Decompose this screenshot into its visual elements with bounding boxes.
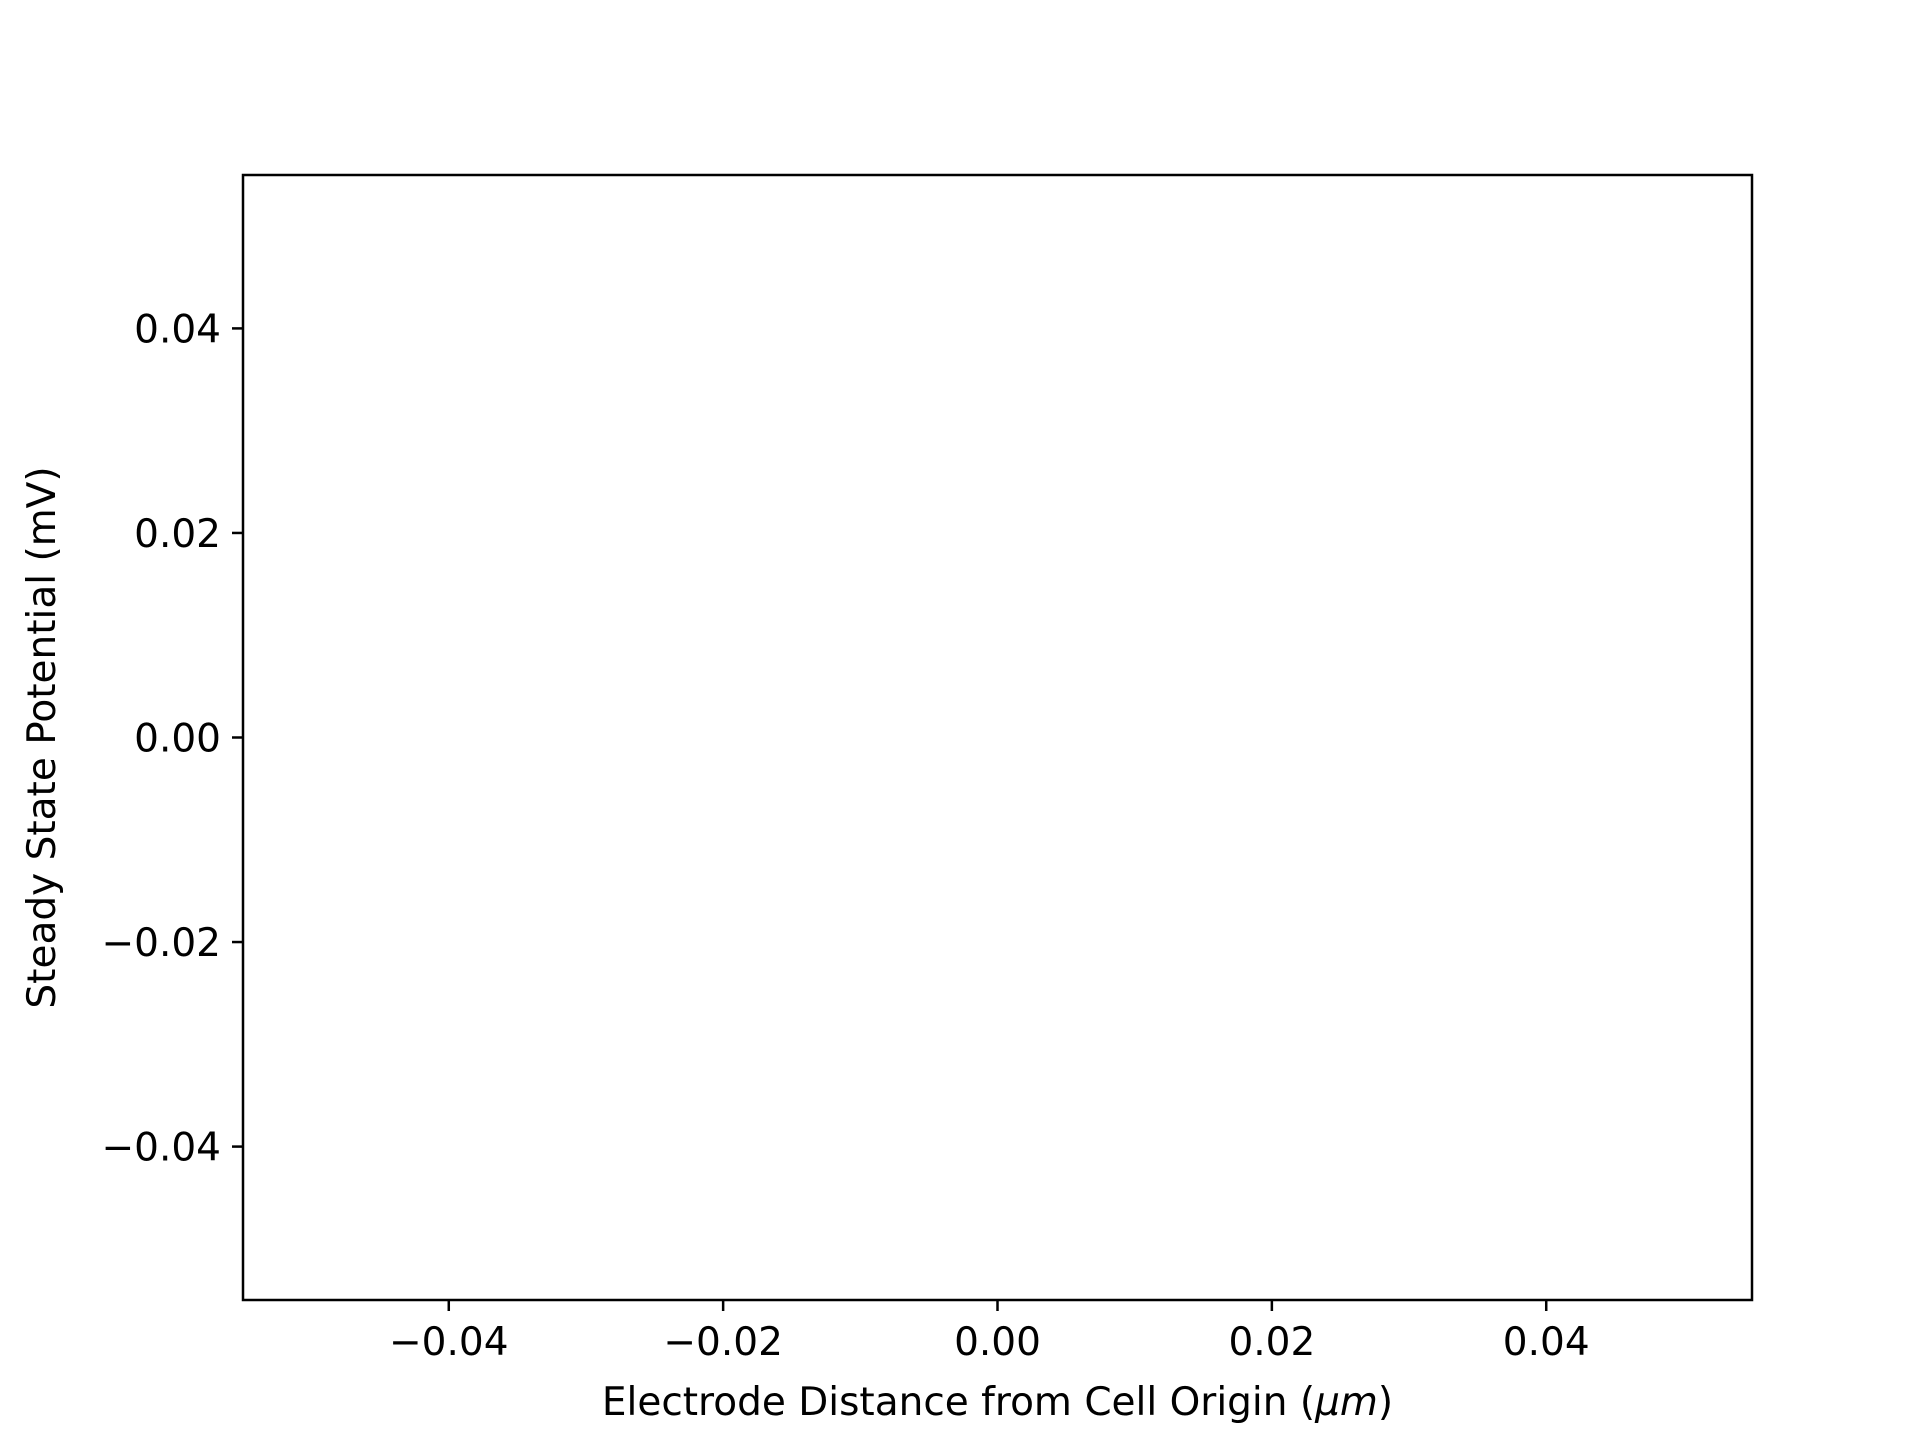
x-tick-label: −0.02 bbox=[663, 1320, 783, 1365]
y-axis: −0.04 −0.02 0.00 0.02 0.04 bbox=[101, 307, 243, 1171]
x-tick-label: −0.04 bbox=[389, 1320, 509, 1365]
x-tick-label: 0.04 bbox=[1503, 1320, 1590, 1365]
plot-area bbox=[241, 173, 1754, 1302]
axes-frame bbox=[241, 173, 1754, 1302]
x-axis-label-close: ) bbox=[1378, 1380, 1393, 1425]
y-tick-label: −0.02 bbox=[101, 921, 221, 966]
y-tick-label: −0.04 bbox=[101, 1126, 221, 1171]
y-tick-label: 0.04 bbox=[134, 307, 221, 352]
y-tick-label: 0.02 bbox=[134, 512, 221, 557]
y-tick-label: 0.00 bbox=[134, 717, 221, 762]
x-axis-label: Electrode Distance from Cell Origin (μm) bbox=[602, 1380, 1393, 1425]
y-axis-label: Steady State Potential (mV) bbox=[20, 466, 65, 1008]
x-tick-label: 0.02 bbox=[1228, 1320, 1315, 1365]
x-axis: −0.04 −0.02 0.00 0.02 0.04 bbox=[389, 1300, 1590, 1365]
x-axis-label-unit: μm bbox=[1314, 1380, 1378, 1425]
x-axis-label-text: Electrode Distance from Cell Origin ( bbox=[602, 1380, 1315, 1425]
x-tick-label: 0.00 bbox=[954, 1320, 1041, 1365]
